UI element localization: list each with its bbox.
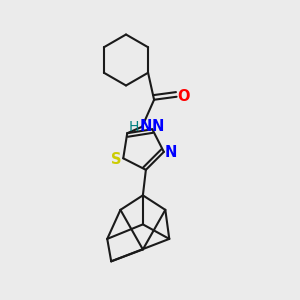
Text: O: O xyxy=(177,89,189,104)
Text: H: H xyxy=(128,120,139,134)
Text: N: N xyxy=(164,145,177,160)
Text: N: N xyxy=(140,119,152,134)
Text: S: S xyxy=(111,152,121,167)
Text: N: N xyxy=(152,119,164,134)
